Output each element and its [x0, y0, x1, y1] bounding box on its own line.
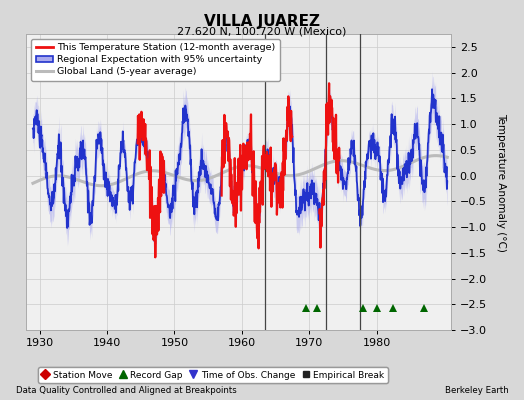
Text: Data Quality Controlled and Aligned at Breakpoints: Data Quality Controlled and Aligned at B… [16, 386, 236, 395]
Text: Berkeley Earth: Berkeley Earth [444, 386, 508, 395]
Text: VILLA JUAREZ: VILLA JUAREZ [204, 14, 320, 29]
Text: 27.620 N, 100.720 W (Mexico): 27.620 N, 100.720 W (Mexico) [177, 26, 347, 36]
Y-axis label: Temperature Anomaly (°C): Temperature Anomaly (°C) [496, 112, 506, 252]
Legend: Station Move, Record Gap, Time of Obs. Change, Empirical Break: Station Move, Record Gap, Time of Obs. C… [38, 367, 388, 383]
